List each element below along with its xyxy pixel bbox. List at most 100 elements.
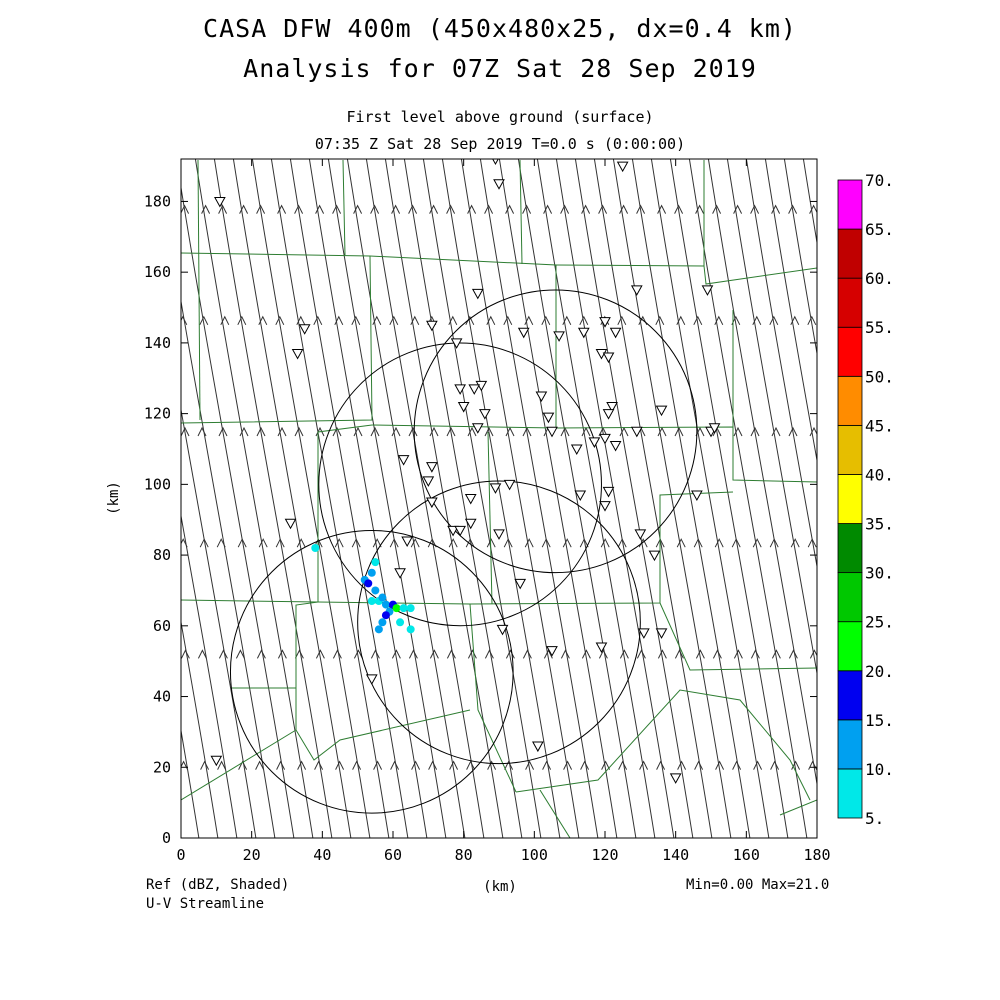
colorbar-swatch [837, 326, 863, 377]
station-marker [602, 486, 615, 498]
streamline-arrowhead [105, 428, 113, 436]
station-marker [599, 433, 611, 445]
streamline-arrowhead [65, 539, 73, 547]
colorbar-label: 25. [865, 613, 894, 632]
streamline-arrowhead [256, 649, 266, 659]
streamline [327, 159, 447, 838]
streamline-arrowhead [372, 538, 382, 548]
colorbar-label: 60. [865, 269, 894, 288]
streamline-arrowhead [465, 315, 475, 326]
streamline-arrowhead [505, 426, 515, 437]
streamline [517, 159, 637, 838]
streamline-arrowhead [542, 760, 552, 770]
streamline-arrowhead [429, 426, 439, 437]
streamline-arrowhead [103, 539, 111, 547]
streamline [181, 727, 200, 838]
streamline-arrowhead [788, 649, 798, 659]
streamline-arrowhead [809, 649, 817, 659]
colorbar-swatch [837, 424, 863, 475]
streamline-arrowhead [962, 650, 970, 658]
streamline-arrowhead [617, 538, 627, 548]
station-marker [599, 501, 611, 512]
streamline-arrowhead [201, 204, 211, 214]
streamline-arrowhead [296, 315, 306, 326]
streamline-arrowhead [601, 760, 611, 770]
streamline-arrowhead [10, 539, 18, 547]
streamline-arrowhead [619, 204, 629, 214]
streamline-arrowhead [924, 650, 932, 658]
streamline [181, 619, 219, 838]
station-marker [291, 349, 304, 360]
radar-ring [229, 529, 514, 814]
streamline [181, 298, 276, 838]
streamline-arrowhead [752, 538, 762, 548]
streamline-arrowhead [258, 315, 268, 326]
reflectivity-cell [371, 586, 380, 595]
streamline-arrowhead [694, 760, 704, 770]
streamline-arrowhead [334, 315, 344, 326]
county-line [181, 729, 297, 801]
chart-subtitle: Analysis for 07Z Sat 28 Sep 2019 [243, 54, 757, 83]
station-marker [602, 352, 615, 364]
streamline-arrowhead [543, 649, 553, 659]
streamline-arrowhead [486, 538, 496, 548]
overlay-label: U-V Streamline [146, 896, 265, 912]
reflectivity-cell [371, 558, 380, 567]
streamline-arrowhead [332, 426, 342, 437]
streamline-arrowhead [505, 649, 515, 659]
county-line [519, 159, 523, 265]
streamline-arrowhead [143, 650, 151, 658]
streamline-arrowhead [829, 539, 837, 547]
streamline-arrowhead [427, 538, 437, 548]
streamline-arrowhead [752, 315, 762, 326]
reflectivity-cell [311, 544, 320, 553]
streamline-arrowhead [581, 204, 591, 214]
radar-ring [413, 289, 698, 574]
colorbar-label: 55. [865, 318, 894, 337]
station-marker [630, 426, 643, 438]
streamline [574, 159, 694, 838]
colorbar-label: 35. [865, 515, 894, 534]
reflectivity-cell [378, 618, 387, 627]
streamline-arrowhead [239, 204, 249, 214]
station-marker [535, 391, 548, 402]
streamline-arrowhead [867, 539, 875, 547]
reflectivity-cell [364, 579, 373, 588]
streamline [555, 159, 675, 838]
streamline-arrowhead [334, 538, 344, 548]
streamline-arrowhead [29, 428, 37, 436]
station-marker [503, 479, 516, 491]
station-marker [574, 490, 587, 501]
radar-ring [318, 342, 602, 627]
streamline-arrowhead [370, 649, 380, 659]
station-marker [532, 741, 544, 753]
colorbar-label: 15. [865, 711, 894, 730]
streamline-arrowhead [809, 204, 817, 214]
county-line [197, 159, 201, 421]
streamline [441, 159, 561, 838]
streamline-arrowhead [636, 649, 646, 659]
streamline-arrowhead [467, 204, 477, 214]
streamline-arrowhead [239, 426, 249, 437]
streamline-arrowhead [750, 426, 760, 437]
streamline-arrowhead [391, 649, 401, 659]
streamline-arrowhead [65, 317, 73, 325]
streamline-arrowhead [67, 650, 75, 658]
streamline-arrowhead [10, 317, 18, 325]
streamline-arrowhead [238, 760, 248, 770]
streamline-arrowhead [390, 760, 400, 770]
colorbar-label: 45. [865, 416, 894, 435]
streamline-arrowhead [560, 649, 570, 659]
streamline [878, 150, 998, 845]
station-marker [489, 483, 502, 494]
station-marker [493, 529, 505, 540]
streamline-arrowhead [181, 315, 188, 326]
streamline-arrowhead [676, 315, 686, 326]
streamline-arrowhead [8, 206, 16, 214]
streamline-arrowhead [807, 315, 817, 326]
reflectivity-cell [367, 568, 376, 577]
streamline [707, 159, 817, 787]
streamline-arrowhead [827, 428, 835, 436]
streamline [232, 159, 352, 838]
streamline-arrowhead [181, 204, 190, 214]
